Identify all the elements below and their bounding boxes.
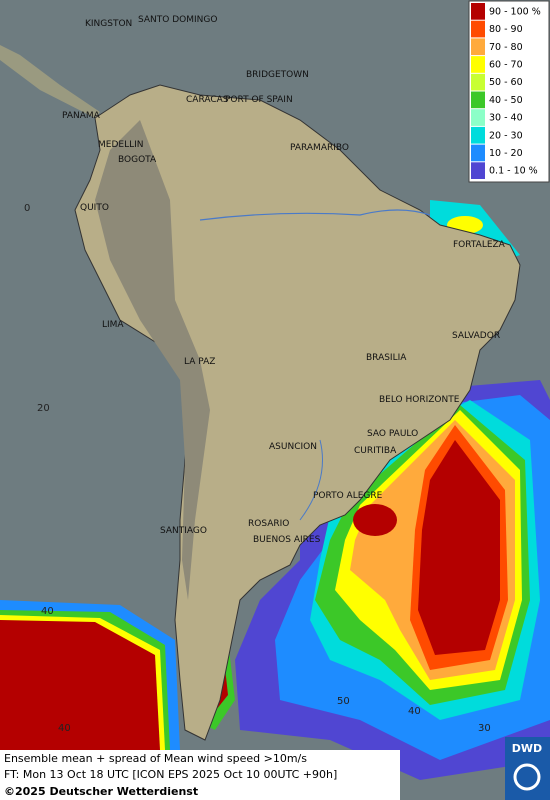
grid-label: 40 — [408, 706, 421, 717]
footer-box — [0, 750, 400, 800]
city-label: BRASILIA — [366, 353, 407, 363]
legend-label: 70 - 80 — [489, 42, 523, 53]
city-label: BELO HORIZONTE — [379, 395, 460, 405]
legend-swatch — [471, 109, 485, 126]
legend-label: 0.1 - 10 % — [489, 166, 538, 177]
city-label: BRIDGETOWN — [246, 70, 309, 80]
legend-label: 20 - 30 — [489, 130, 523, 141]
city-label: PARAMARIBO — [290, 143, 349, 153]
city-label: QUITO — [80, 203, 109, 213]
legend-swatch — [471, 162, 485, 179]
legend-label: 50 - 60 — [489, 77, 523, 88]
central-america — [0, 45, 100, 118]
city-label: PANAMA — [62, 111, 101, 121]
city-label: ROSARIO — [248, 519, 289, 529]
legend-swatch — [471, 144, 485, 162]
legend-label: 60 - 70 — [489, 59, 523, 70]
grid-label: 50 — [337, 696, 350, 707]
legend-label: 40 - 50 — [489, 95, 523, 106]
legend-swatch — [471, 73, 485, 91]
legend-swatch — [471, 56, 485, 73]
legend: 90 - 100 % 80 - 90 70 - 80 60 - 70 50 - 60 40… — [471, 3, 541, 179]
city-label: PORT OF SPAIN — [225, 95, 293, 105]
city-label: ASUNCION — [269, 442, 317, 452]
city-label: SALVADOR — [452, 331, 500, 341]
city-label: SAO PAULO — [367, 429, 418, 439]
city-label: CURITIBA — [354, 446, 397, 456]
parana-river — [299, 439, 323, 521]
andes — [95, 120, 210, 600]
legend-label: 10 - 20 — [489, 148, 523, 159]
city-label: SANTIAGO — [160, 526, 207, 536]
city-label: LIMA — [102, 320, 124, 330]
footer-line: ©2025 Deutscher Wetterdienst — [4, 785, 198, 798]
city-label: BUENOS AIRES — [253, 535, 321, 545]
footer-line: Ensemble mean + spread of Mean wind spee… — [4, 752, 307, 765]
legend-swatch — [471, 38, 485, 56]
legend-swatch — [471, 3, 485, 20]
grid-label: 0 — [24, 203, 30, 214]
grid-label: 40 — [58, 723, 71, 734]
grid-label: 30 — [478, 723, 491, 734]
logo-swirl — [513, 763, 541, 791]
city-label: SANTO DOMINGO — [138, 15, 217, 25]
grid-label: 20 — [37, 403, 50, 414]
footer-line: FT: Mon 13 Oct 18 UTC [ICON EPS 2025 Oct… — [4, 768, 337, 781]
legend-label: 90 - 100 % — [489, 6, 541, 17]
legend-swatch — [471, 20, 485, 38]
legend-label: 30 - 40 — [489, 113, 523, 124]
city-label: MEDELLIN — [98, 140, 143, 150]
city-label: PORTO ALEGRE — [313, 491, 383, 501]
city-label: LA PAZ — [184, 357, 215, 367]
grid-label: 40 — [41, 606, 54, 617]
city-label: KINGSTON — [85, 19, 132, 29]
city-label: FORTALEZA — [453, 240, 506, 250]
legend-label: 80 - 90 — [489, 24, 523, 35]
amazon-river — [199, 209, 431, 221]
logo-text: DWD — [512, 742, 542, 755]
city-label: BOGOTA — [118, 155, 157, 165]
legend-swatch — [471, 91, 485, 109]
legend-swatch — [471, 126, 485, 144]
city-label: CARACAS — [186, 95, 229, 105]
